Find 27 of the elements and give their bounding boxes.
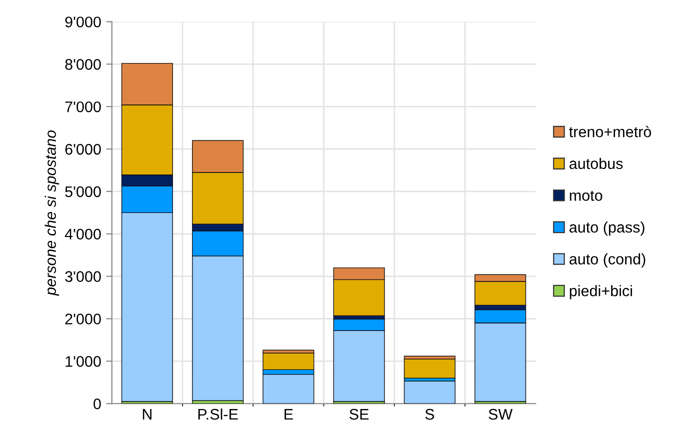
x-tick-label: SE	[350, 408, 369, 420]
y-axis-title: persone che si spostano	[44, 130, 59, 296]
bar	[404, 358, 456, 379]
legend-label: piedi+bici	[570, 285, 632, 300]
y-tick-label: 1'000	[66, 356, 101, 367]
y-tick-label: 8'000	[65, 59, 101, 70]
bar	[262, 374, 314, 404]
x-tick-label: N	[142, 409, 152, 420]
y-tick-label: 3'000	[65, 271, 101, 282]
legend-label: moto	[570, 190, 602, 201]
x-tick-label: S	[425, 408, 434, 420]
bar	[404, 380, 456, 404]
x-tick-label: SW	[488, 408, 513, 420]
y-tick-label: 5'000	[65, 186, 101, 198]
x-tick-label: P.Sl-E	[198, 408, 238, 420]
legend-label: auto (pass)	[570, 221, 644, 236]
x-tick-label: E	[284, 409, 293, 420]
legend-label: autobus	[570, 158, 623, 170]
y-tick-label: 9'000	[65, 16, 101, 28]
y-tick-label: 6'000	[65, 144, 101, 155]
y-tick-label: 7'000	[65, 101, 101, 112]
legend-label: auto (cond)	[570, 253, 646, 268]
y-tick-label: 2'000	[65, 314, 101, 324]
legend-label: treno+metrò	[569, 126, 652, 138]
bar	[262, 352, 314, 370]
y-tick-label: 4'000	[64, 228, 101, 240]
y-tick-label: 0	[94, 398, 101, 410]
